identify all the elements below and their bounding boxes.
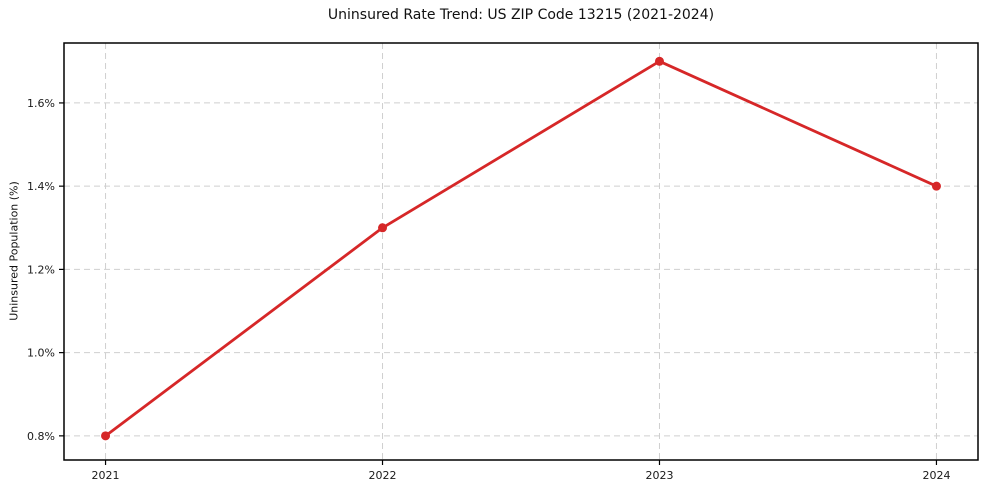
data-point-2021	[101, 431, 111, 441]
y-tick-label: 1.4%	[27, 180, 55, 193]
y-tick-label: 1.0%	[27, 347, 55, 360]
y-tick-label: 1.2%	[27, 263, 55, 276]
x-tick-label: 2023	[645, 469, 673, 482]
series-line	[104, 59, 938, 438]
data-point-2022	[378, 223, 388, 233]
x-tick-label: 2022	[369, 469, 397, 482]
chart-title: Uninsured Rate Trend: US ZIP Code 13215 …	[327, 7, 715, 23]
x-tick-label: 2021	[92, 469, 120, 482]
data-point-2023	[654, 56, 664, 66]
y-tick-label: 0.8%	[27, 430, 55, 443]
data-point-2024	[931, 181, 941, 191]
x-tick-label: 2024	[922, 469, 950, 482]
axis-frame	[63, 42, 979, 461]
y-tick-label: 1.6%	[27, 97, 55, 110]
